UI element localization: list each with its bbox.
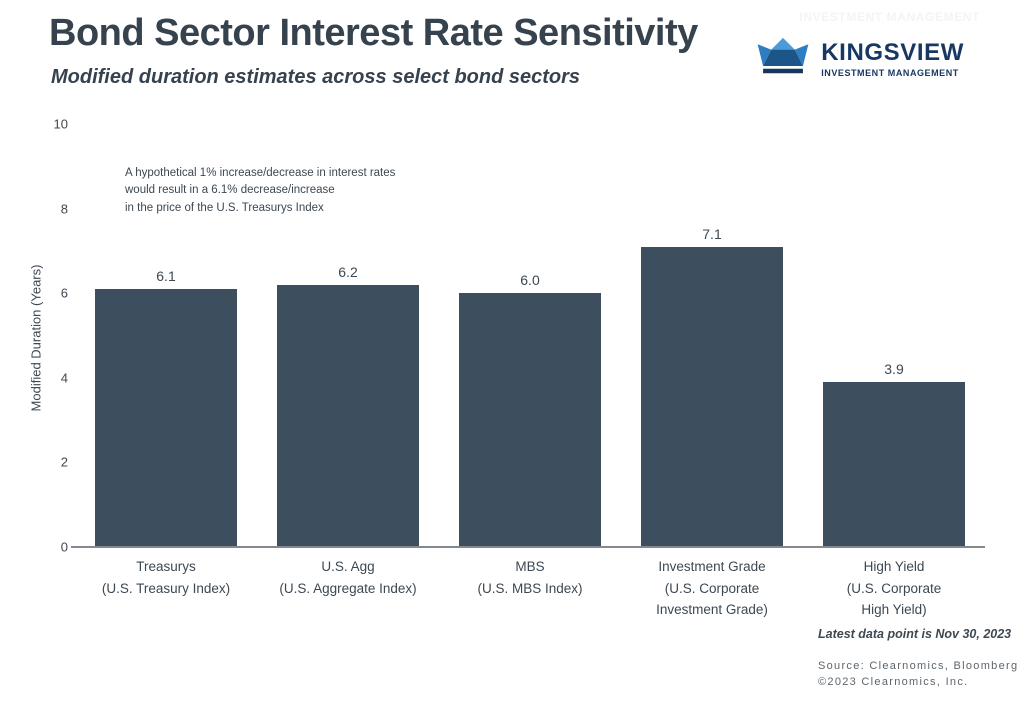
chart-annotation: A hypothetical 1% increase/decrease in i… <box>125 167 396 214</box>
bar <box>277 284 419 547</box>
y-axis-tick-label: 6 <box>60 285 68 301</box>
y-axis-tick-label: 4 <box>60 370 68 386</box>
source-line-1: Source: Clearnomics, Bloomberg <box>818 660 1019 672</box>
logo-text: KINGSVIEW INVESTMENT MANAGEMENT <box>821 36 964 79</box>
x-axis-category-label: Treasurys (U.S. Treasury Index) <box>101 559 231 596</box>
bar-slot: 6.2 <box>257 124 439 547</box>
x-axis-line <box>71 546 985 548</box>
source-attribution: Source: Clearnomics, Bloomberg ©2023 Cle… <box>818 659 1018 691</box>
y-axis-tick-label: 0 <box>60 539 68 555</box>
bar <box>459 293 601 547</box>
y-axis-tick-label: 2 <box>60 454 68 470</box>
x-axis-category-label: MBS (U.S. MBS Index) <box>477 559 583 596</box>
y-axis-tick-label: 10 <box>53 116 68 132</box>
bar-value-label: 7.1 <box>702 225 722 242</box>
latest-data-note: Latest data point is Nov 30, 2023 <box>818 627 1012 641</box>
bar-value-label: 6.0 <box>520 272 540 289</box>
logo-tagline: INVESTMENT MANAGEMENT <box>821 68 959 78</box>
page-subtitle: Modified duration estimates across selec… <box>51 66 581 88</box>
bar <box>641 246 783 547</box>
bar-slot: 6.1 <box>75 124 257 547</box>
y-axis-ticks: 0 2 4 6 8 10 <box>38 117 70 555</box>
bar <box>95 288 237 547</box>
y-axis-tick-label: 8 <box>60 201 68 217</box>
x-axis-category-label: Investment Grade (U.S. Corporate Investm… <box>656 559 768 618</box>
logo-company-name: KINGSVIEW <box>821 39 964 66</box>
source-line-2: ©2023 Clearnomics, Inc. <box>818 675 969 688</box>
bar-value-label: 6.2 <box>338 263 358 280</box>
bar-value-label: 6.1 <box>156 267 176 284</box>
bar-series: 6.1 6.2 6.0 7.1 3.9 <box>75 124 985 547</box>
bar-value-label: 3.9 <box>884 361 904 378</box>
kingsview-logo: KINGSVIEW INVESTMENT MANAGEMENT <box>754 36 964 81</box>
bar-slot: 3.9 <box>803 124 985 547</box>
page-title: Bond Sector Interest Rate Sensitivity <box>49 12 698 54</box>
x-axis-category-label: U.S. Agg (U.S. Aggregate Index) <box>279 559 417 596</box>
kingsview-crown-icon <box>754 36 812 81</box>
x-axis-category-label: High Yield (U.S. Corporate High Yield) <box>846 559 942 618</box>
bar <box>823 382 965 547</box>
bar-slot: 6.0 <box>439 124 621 547</box>
bar-slot: 7.1 <box>621 124 803 547</box>
x-axis-labels: Treasurys (U.S. Treasury Index) U.S. Agg … <box>75 556 985 621</box>
watermark-text: INVESTMENT MANAGEMENT <box>799 10 980 24</box>
plot-area: 6.1 6.2 6.0 7.1 3.9 <box>75 124 985 547</box>
